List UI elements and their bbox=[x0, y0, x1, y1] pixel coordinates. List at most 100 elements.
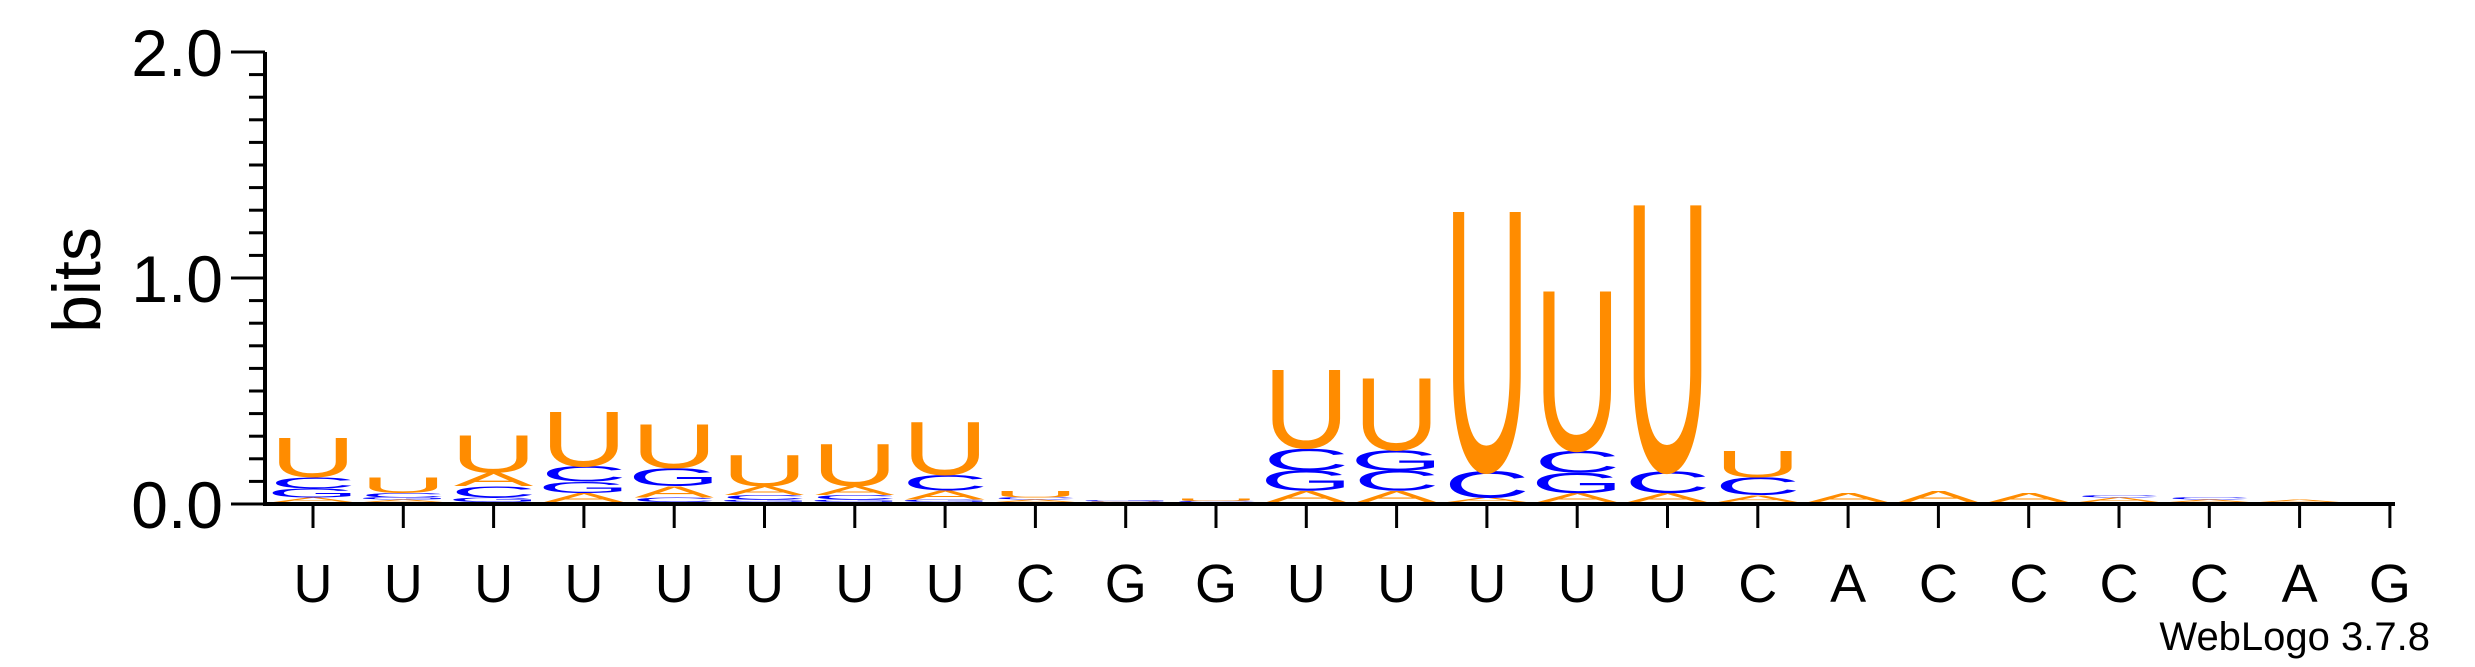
logo-letter-U: U bbox=[1263, 345, 1349, 472]
logo-letter-G: G bbox=[447, 496, 540, 503]
y-axis-label: bits bbox=[39, 227, 115, 333]
logo-letter-U: U bbox=[1173, 498, 1259, 502]
logo-letter-G: G bbox=[267, 486, 360, 500]
logo-letter-A: A bbox=[1808, 491, 1888, 505]
logo-letter-C: C bbox=[1263, 442, 1349, 477]
logo-letter-C: C bbox=[1624, 465, 1710, 500]
logo-letter-U: U bbox=[1354, 356, 1440, 472]
footer-version: WebLogo 3.7.8 bbox=[2159, 615, 2430, 659]
logo-letter-A: A bbox=[905, 488, 985, 502]
x-tick-label: U bbox=[1558, 554, 1597, 614]
logo-letter-U: U bbox=[992, 489, 1078, 500]
logo-letter-C: C bbox=[812, 494, 898, 501]
x-tick-label: C bbox=[2190, 554, 2229, 614]
logo-letter-A: A bbox=[1628, 491, 1708, 505]
logo-letter-A: A bbox=[1989, 491, 2069, 505]
logo-letter-C: C bbox=[2166, 497, 2252, 501]
logo-letter-G: G bbox=[1079, 500, 1172, 502]
logo-letter-A: A bbox=[1447, 496, 1527, 503]
x-tick-label: U bbox=[745, 554, 784, 614]
logo-letter-A: A bbox=[634, 483, 714, 501]
logo-letter-A: A bbox=[1718, 493, 1798, 504]
x-tick-label: C bbox=[1738, 554, 1777, 614]
logo-letter-G: G bbox=[357, 497, 450, 501]
logo-letter-C: C bbox=[451, 483, 537, 501]
x-tick-label: C bbox=[1016, 554, 1055, 614]
logo-letter-U: U bbox=[541, 396, 627, 483]
logo-letter-C: C bbox=[1534, 444, 1620, 479]
logo-letter-G: G bbox=[1531, 468, 1624, 499]
logo-letter-A: A bbox=[1357, 488, 1437, 506]
logo-letter-A: A bbox=[273, 496, 353, 503]
logo-letter-A: A bbox=[364, 499, 445, 503]
logo-letter-G: G bbox=[538, 479, 631, 497]
logo-letter-C: C bbox=[1715, 473, 1801, 501]
logo-letter-A: A bbox=[2260, 499, 2341, 503]
logo-letter-G: G bbox=[899, 499, 992, 503]
logo-letter-C: C bbox=[992, 497, 1078, 501]
logo-letter-C: C bbox=[631, 496, 717, 503]
logo-letter-C: C bbox=[1444, 463, 1530, 505]
x-tick-label: U bbox=[835, 554, 874, 614]
x-tick-label: G bbox=[2369, 554, 2411, 614]
logo-letter-U: U bbox=[812, 432, 898, 499]
logo-letter-G: G bbox=[718, 499, 811, 503]
logo-letter-A: A bbox=[1899, 488, 1979, 506]
logo-letter-A: A bbox=[1537, 491, 1617, 505]
x-tick-label: U bbox=[926, 554, 965, 614]
logo-letter-U: U bbox=[360, 473, 446, 498]
x-tick-label: G bbox=[1195, 554, 1237, 614]
x-tick-label: A bbox=[2282, 554, 2318, 614]
x-tick-label: C bbox=[2009, 554, 2048, 614]
x-tick-label: C bbox=[2100, 554, 2139, 614]
logo-letter-U: U bbox=[270, 426, 356, 489]
y-tick-label: 1.0 bbox=[131, 242, 223, 316]
logo-letter-C: C bbox=[541, 462, 627, 487]
x-tick-label: U bbox=[564, 554, 603, 614]
logo-letter-C: C bbox=[902, 471, 988, 496]
logo-letter-U: U bbox=[1534, 241, 1620, 499]
logo-letter-G: G bbox=[1350, 445, 1443, 476]
logo-letter-U: U bbox=[1444, 132, 1530, 551]
logo-letter-C: C bbox=[270, 474, 356, 492]
logo-letter-A: A bbox=[544, 491, 624, 505]
logo-letter-C: C bbox=[360, 492, 446, 499]
x-tick-label: C bbox=[1919, 554, 1958, 614]
logo-letter-A: A bbox=[725, 484, 805, 498]
logo-letter-U: U bbox=[902, 407, 988, 491]
logo-letter-U: U bbox=[1624, 123, 1710, 553]
logo-letter-G: G bbox=[628, 464, 721, 492]
logo-letter-A: A bbox=[815, 484, 895, 498]
x-tick-label: U bbox=[655, 554, 694, 614]
logo-letter-U: U bbox=[1083, 501, 1169, 502]
x-tick-label: U bbox=[474, 554, 513, 614]
logo-letter-C: C bbox=[721, 494, 807, 501]
logo-letter-A: A bbox=[2170, 499, 2251, 503]
logo-letter-G: G bbox=[1260, 465, 1353, 496]
x-tick-label: U bbox=[1467, 554, 1506, 614]
logo-letter-U: U bbox=[1715, 443, 1801, 485]
y-ticks: 0.0 1.0 2.0 bbox=[131, 16, 265, 542]
logo-letter-G: G bbox=[808, 499, 901, 503]
logo-letter-U: U bbox=[451, 424, 537, 484]
logo-letter-A: A bbox=[2079, 496, 2159, 503]
logo-letter-A: A bbox=[996, 499, 1077, 503]
logo-letter-C: C bbox=[2076, 495, 2162, 499]
x-tick-label: G bbox=[1105, 554, 1147, 614]
logo-letter-A: A bbox=[454, 469, 534, 490]
logo-letter-U: U bbox=[631, 412, 717, 482]
x-tick-label: U bbox=[294, 554, 333, 614]
x-tick-label: A bbox=[1830, 554, 1866, 614]
logo-letter-A: A bbox=[1267, 488, 1347, 506]
y-tick-label: 2.0 bbox=[131, 16, 223, 90]
logo-letter-C: C bbox=[1173, 501, 1259, 503]
y-tick-label: 0.0 bbox=[131, 468, 223, 542]
x-tick-label: U bbox=[384, 554, 423, 614]
logo-letter-U: U bbox=[721, 447, 807, 496]
x-tick-label: U bbox=[1377, 554, 1416, 614]
x-tick-label: U bbox=[1648, 554, 1687, 614]
logo-letter-C: C bbox=[1354, 465, 1440, 496]
